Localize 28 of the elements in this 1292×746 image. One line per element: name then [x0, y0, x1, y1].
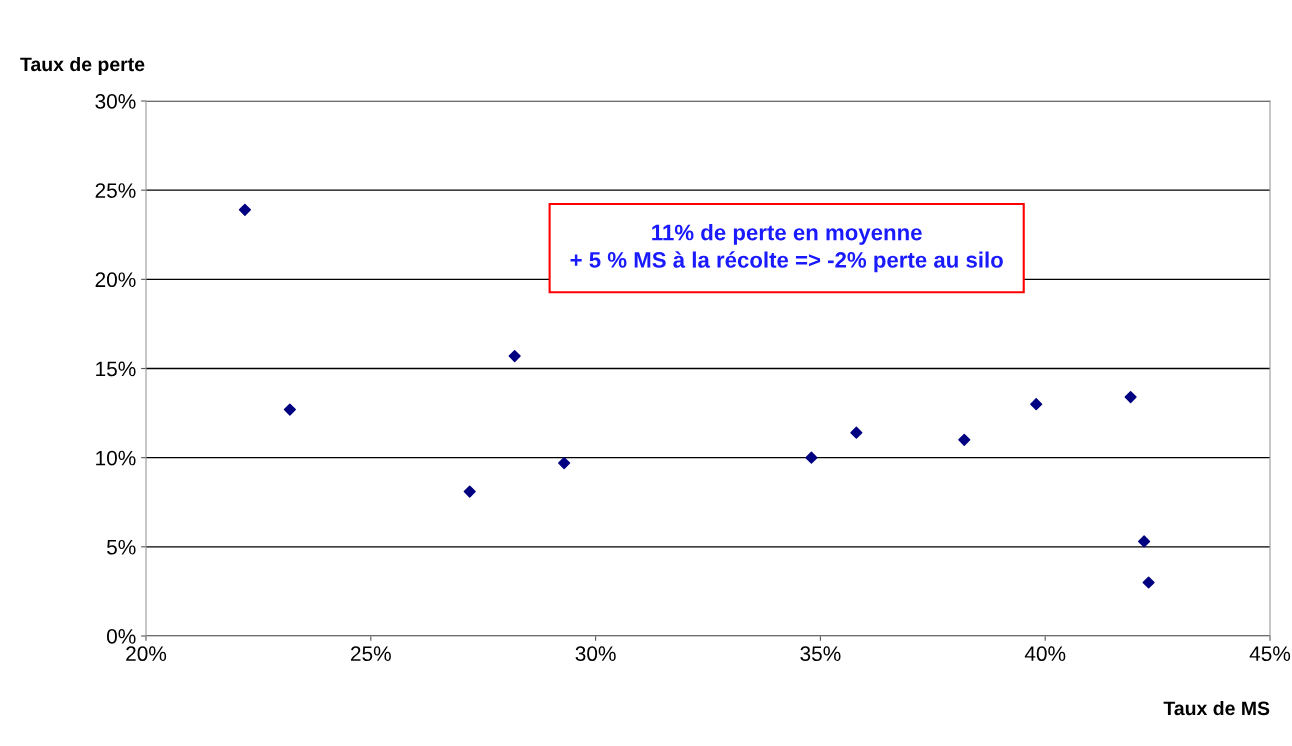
y-axis-title: Taux de perte	[20, 56, 145, 76]
point	[850, 426, 863, 439]
point	[805, 451, 818, 464]
point	[1138, 535, 1151, 548]
point	[958, 433, 971, 446]
y-tick-label: 5%	[107, 539, 136, 555]
x-tick-label: 35%	[800, 646, 841, 662]
point	[283, 403, 296, 416]
x-tick-label: 30%	[575, 646, 616, 662]
y-tick-label: 10%	[96, 450, 136, 466]
point	[508, 349, 521, 363]
x-axis-title: Taux de MS	[1163, 700, 1270, 716]
y-tick-label: 0%	[106, 629, 136, 644]
x-tick-label: 25%	[351, 646, 391, 662]
y-tick-label: 15%	[96, 361, 136, 377]
point	[238, 203, 251, 216]
annotation: 11% de perte en moyenne + 5 % MS à la récolte => -2% perte au silo	[570, 224, 1003, 273]
x-tick-label: 45%	[1249, 646, 1291, 662]
point	[1124, 390, 1137, 404]
x-tick-label: 20%	[126, 646, 167, 662]
point	[463, 485, 476, 498]
point	[558, 456, 571, 470]
x-tick-label: 40%	[1024, 646, 1066, 662]
y-tick-label: 20%	[95, 272, 136, 288]
point	[1142, 576, 1155, 589]
y-tick-label: 30%	[95, 94, 136, 109]
point	[1030, 398, 1043, 411]
y-tick-label: 25%	[95, 183, 136, 198]
